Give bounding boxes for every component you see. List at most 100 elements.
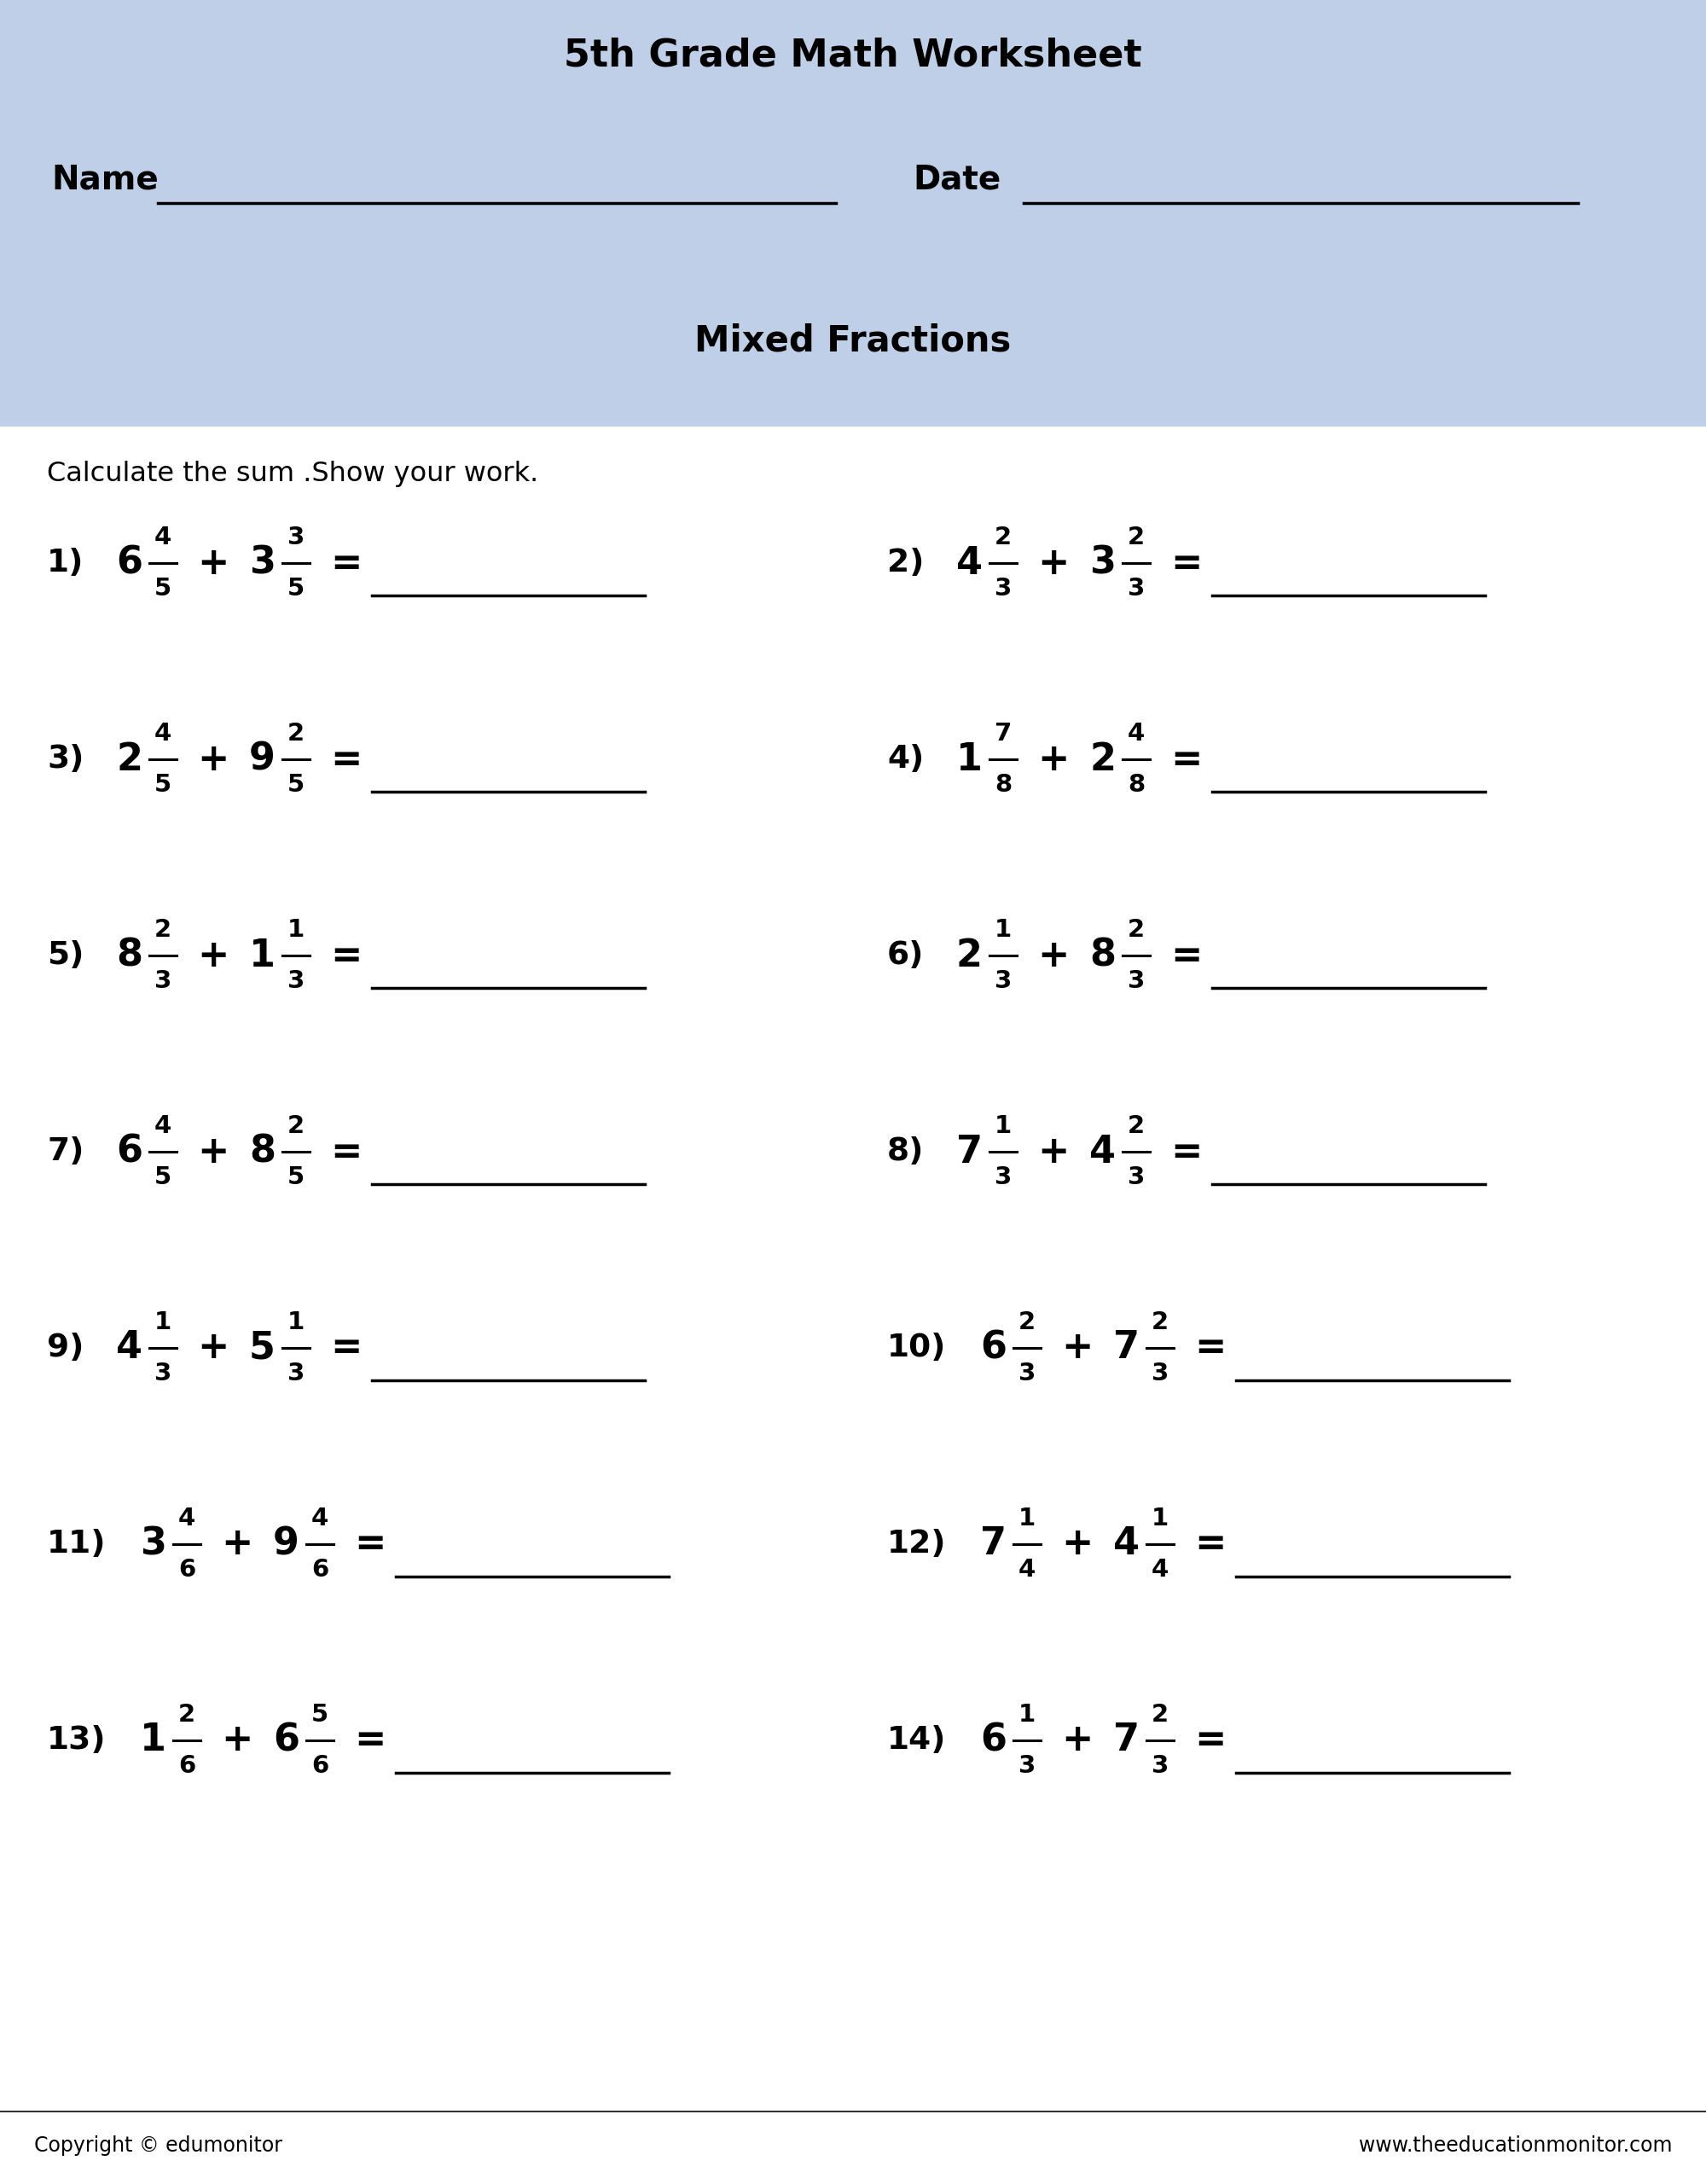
Text: 2: 2 bbox=[955, 937, 983, 974]
Text: 4: 4 bbox=[310, 1507, 329, 1531]
Text: 5: 5 bbox=[287, 1166, 305, 1190]
Text: 5: 5 bbox=[154, 577, 172, 601]
Text: =: = bbox=[1170, 1133, 1203, 1171]
Text: 2: 2 bbox=[1152, 1310, 1169, 1334]
Text: 1: 1 bbox=[955, 740, 983, 778]
Text: 14): 14) bbox=[887, 1725, 947, 1756]
Text: 4: 4 bbox=[1114, 1527, 1140, 1562]
Text: 6: 6 bbox=[979, 1330, 1007, 1367]
Text: 3: 3 bbox=[995, 1166, 1012, 1190]
Text: 3: 3 bbox=[995, 577, 1012, 601]
Text: =: = bbox=[1194, 1330, 1227, 1367]
Text: 2: 2 bbox=[1128, 526, 1145, 550]
Text: 4: 4 bbox=[154, 721, 172, 745]
Text: 7: 7 bbox=[955, 1133, 983, 1171]
Text: 4: 4 bbox=[1152, 1557, 1169, 1581]
Text: +: + bbox=[198, 1133, 229, 1171]
Text: 4: 4 bbox=[1128, 721, 1145, 745]
Text: 1): 1) bbox=[48, 548, 84, 579]
Text: 8: 8 bbox=[249, 1133, 276, 1171]
Text: 3: 3 bbox=[1018, 1361, 1036, 1385]
Text: 3: 3 bbox=[140, 1527, 165, 1562]
Text: 6: 6 bbox=[177, 1557, 196, 1581]
Text: =: = bbox=[1170, 740, 1203, 778]
Text: 5: 5 bbox=[249, 1330, 275, 1367]
Text: 1: 1 bbox=[1018, 1704, 1036, 1728]
Text: =: = bbox=[355, 1527, 386, 1562]
Text: +: + bbox=[222, 1721, 252, 1758]
Text: 1: 1 bbox=[995, 1114, 1012, 1138]
Text: =: = bbox=[331, 1330, 362, 1367]
Text: 6: 6 bbox=[116, 1133, 143, 1171]
Text: +: + bbox=[1037, 740, 1070, 778]
Text: 13): 13) bbox=[48, 1725, 106, 1756]
Text: Mixed Fractions: Mixed Fractions bbox=[694, 323, 1012, 358]
Text: 4: 4 bbox=[154, 526, 172, 550]
Text: 8: 8 bbox=[1128, 773, 1145, 797]
Text: 3: 3 bbox=[1018, 1754, 1036, 1778]
Text: =: = bbox=[331, 1133, 362, 1171]
Text: Calculate the sum .Show your work.: Calculate the sum .Show your work. bbox=[48, 461, 539, 487]
Text: 2: 2 bbox=[1018, 1310, 1036, 1334]
Text: 7: 7 bbox=[995, 721, 1012, 745]
Text: 2: 2 bbox=[116, 740, 143, 778]
Text: =: = bbox=[355, 1721, 386, 1758]
Text: 3: 3 bbox=[287, 970, 305, 994]
Text: 4: 4 bbox=[955, 544, 983, 581]
Text: 2: 2 bbox=[1152, 1704, 1169, 1728]
Text: 1: 1 bbox=[154, 1310, 172, 1334]
Bar bbox=[0, 0, 1706, 426]
Text: 2): 2) bbox=[887, 548, 925, 579]
Text: +: + bbox=[198, 1330, 229, 1367]
Text: 7): 7) bbox=[48, 1136, 84, 1166]
Text: +: + bbox=[1061, 1527, 1094, 1562]
Text: 1: 1 bbox=[287, 1310, 305, 1334]
Text: +: + bbox=[1061, 1721, 1094, 1758]
Text: 2: 2 bbox=[177, 1704, 196, 1728]
Text: 3: 3 bbox=[1128, 1166, 1145, 1190]
Text: 1: 1 bbox=[1152, 1507, 1169, 1531]
Text: =: = bbox=[1194, 1527, 1227, 1562]
Text: 7: 7 bbox=[1114, 1721, 1140, 1758]
Text: 2: 2 bbox=[1128, 1114, 1145, 1138]
Text: www.theeducationmonitor.com: www.theeducationmonitor.com bbox=[1358, 2136, 1672, 2156]
Text: 6: 6 bbox=[116, 544, 143, 581]
Text: 6: 6 bbox=[273, 1721, 300, 1758]
Text: 6): 6) bbox=[887, 939, 925, 972]
Text: 5: 5 bbox=[287, 577, 305, 601]
Text: 3: 3 bbox=[1128, 577, 1145, 601]
Text: =: = bbox=[331, 937, 362, 974]
Text: 3: 3 bbox=[1090, 544, 1116, 581]
Text: 2: 2 bbox=[1128, 917, 1145, 941]
Text: 5: 5 bbox=[154, 1166, 172, 1190]
Text: 4): 4) bbox=[887, 745, 925, 775]
Text: 4: 4 bbox=[1090, 1133, 1116, 1171]
Text: 2: 2 bbox=[154, 917, 172, 941]
Text: 6: 6 bbox=[177, 1754, 196, 1778]
Text: =: = bbox=[1194, 1721, 1227, 1758]
Text: Copyright © edumonitor: Copyright © edumonitor bbox=[34, 2136, 283, 2156]
Text: 8: 8 bbox=[116, 937, 143, 974]
Text: 4: 4 bbox=[177, 1507, 196, 1531]
Text: 3: 3 bbox=[1152, 1754, 1169, 1778]
Text: 2: 2 bbox=[287, 1114, 305, 1138]
Text: +: + bbox=[198, 740, 229, 778]
Text: 10): 10) bbox=[887, 1332, 947, 1363]
Text: Date: Date bbox=[913, 164, 1001, 194]
Text: 5th Grade Math Worksheet: 5th Grade Math Worksheet bbox=[565, 37, 1141, 74]
Text: =: = bbox=[1170, 544, 1203, 581]
Text: 1: 1 bbox=[995, 917, 1012, 941]
Text: 5): 5) bbox=[48, 939, 84, 972]
Text: 6: 6 bbox=[310, 1557, 329, 1581]
Text: 7: 7 bbox=[1114, 1330, 1140, 1367]
Text: 4: 4 bbox=[154, 1114, 172, 1138]
Text: 6: 6 bbox=[979, 1721, 1007, 1758]
Text: 3): 3) bbox=[48, 745, 84, 775]
Text: 2: 2 bbox=[995, 526, 1012, 550]
Text: Name: Name bbox=[51, 164, 159, 194]
Text: +: + bbox=[1037, 1133, 1070, 1171]
Text: 8: 8 bbox=[1090, 937, 1116, 974]
Text: +: + bbox=[222, 1527, 252, 1562]
Text: 3: 3 bbox=[1152, 1361, 1169, 1385]
Text: 3: 3 bbox=[249, 544, 275, 581]
